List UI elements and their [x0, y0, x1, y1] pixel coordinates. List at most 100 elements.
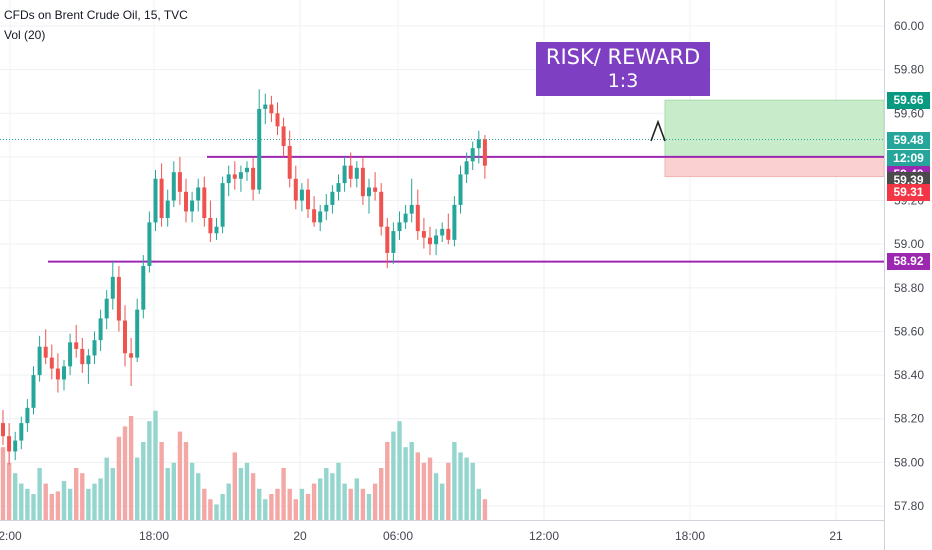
volume-bar — [263, 499, 268, 520]
risk-reward-annotation[interactable]: RISK/ REWARD 1:3 — [536, 42, 710, 96]
candle-body — [263, 104, 268, 109]
volume-indicator-label[interactable]: Vol (20) — [4, 28, 46, 42]
volume-bar — [421, 462, 427, 520]
volume-bar — [238, 468, 244, 520]
candle-body — [110, 276, 115, 299]
candle-body — [391, 231, 396, 253]
volume-bar — [275, 488, 280, 520]
candle-body — [98, 318, 103, 341]
price-tick-label: 58.40 — [894, 368, 924, 382]
volume-bar — [196, 473, 201, 520]
level-lines — [0, 119, 884, 263]
candle-body — [293, 178, 298, 201]
volume-bar — [110, 468, 115, 520]
volume-bar — [141, 442, 146, 520]
volume-bar — [25, 488, 30, 520]
target-arrow — [650, 119, 666, 142]
candle-body — [409, 204, 414, 214]
time-tick-label: 18:00 — [139, 529, 169, 543]
volume-bar — [74, 468, 79, 520]
price-tick-label: 59.00 — [894, 237, 924, 251]
candle-body — [184, 191, 188, 212]
price-tick-label: 59.80 — [894, 63, 924, 77]
price-tag-stop: 59.31 — [887, 184, 930, 202]
risk-reward-ratio: 1:3 — [607, 70, 639, 92]
time-tick-label: 12:00 — [529, 529, 559, 543]
volume-bar — [55, 491, 61, 520]
volume-bar — [311, 483, 317, 520]
volume-bar — [342, 483, 347, 520]
candle-body — [373, 187, 378, 192]
candle-body — [25, 407, 30, 424]
candle-body — [141, 266, 146, 310]
volume-bar — [458, 452, 463, 520]
candle-body — [385, 226, 390, 253]
candle-body — [476, 139, 481, 149]
volume-bar — [318, 478, 323, 520]
volume-bar — [257, 488, 262, 520]
volume-bar — [446, 462, 451, 520]
candle-body — [482, 139, 487, 166]
volume-bar — [159, 442, 164, 520]
candle-body — [86, 355, 91, 365]
candle-body — [13, 440, 18, 452]
candle-body — [116, 276, 121, 321]
candle-body — [415, 204, 420, 232]
candle-body — [147, 222, 152, 266]
candle-body — [458, 174, 463, 205]
time-tick-label: 20 — [293, 529, 307, 543]
candle-body — [220, 183, 225, 227]
candle-body — [49, 357, 54, 369]
candle-body — [19, 423, 24, 441]
volume-bar — [226, 483, 231, 520]
price-tick-label: 58.00 — [894, 455, 924, 469]
volume-bar — [299, 488, 305, 520]
candle-body — [104, 298, 109, 319]
volume-bar — [232, 452, 237, 520]
candle-body — [348, 165, 353, 179]
candle-body — [324, 204, 329, 212]
volume-bar — [189, 462, 195, 520]
volume-bar — [464, 457, 469, 520]
candle-body — [354, 167, 359, 179]
price-tick-label: 58.80 — [894, 281, 924, 295]
volume-bar — [19, 483, 24, 520]
candle-body — [55, 368, 60, 380]
price-tick-label: 58.20 — [894, 412, 924, 426]
volume-bar — [147, 421, 152, 520]
volume-bar — [336, 462, 341, 520]
time-tick-label: 18:00 — [675, 529, 705, 543]
candle-body — [226, 174, 231, 184]
volume-bars — [0, 410, 488, 520]
volume-bar — [281, 468, 286, 520]
candle-body — [31, 375, 36, 408]
volume-bar — [293, 499, 298, 520]
candle-body — [251, 167, 256, 190]
chart-title[interactable]: CFDs on Brent Crude Oil, 15, TVC — [4, 8, 188, 22]
candle-body — [440, 228, 445, 236]
price-tag-countdown: 12:09 — [887, 149, 930, 167]
candle-body — [92, 340, 97, 356]
volume-bar — [440, 483, 445, 520]
candle-body — [403, 213, 408, 223]
volume-bar — [171, 462, 176, 520]
candle-body — [37, 346, 42, 376]
candle-body — [68, 342, 73, 367]
candle-body — [287, 146, 292, 179]
candle-body — [470, 148, 475, 162]
volume-bar — [202, 488, 207, 520]
candle-body — [434, 235, 439, 245]
volume-bar — [86, 488, 91, 520]
volume-bar — [244, 462, 250, 520]
volume-bar — [403, 447, 408, 520]
volume-bar — [482, 499, 488, 520]
volume-bar — [409, 442, 414, 520]
candle-body — [342, 165, 347, 184]
volume-bar — [135, 457, 140, 520]
candle-body — [367, 187, 371, 197]
volume-bar — [348, 488, 353, 520]
candle-body — [306, 189, 310, 210]
volume-bar — [305, 494, 311, 520]
candle-body — [312, 209, 317, 223]
